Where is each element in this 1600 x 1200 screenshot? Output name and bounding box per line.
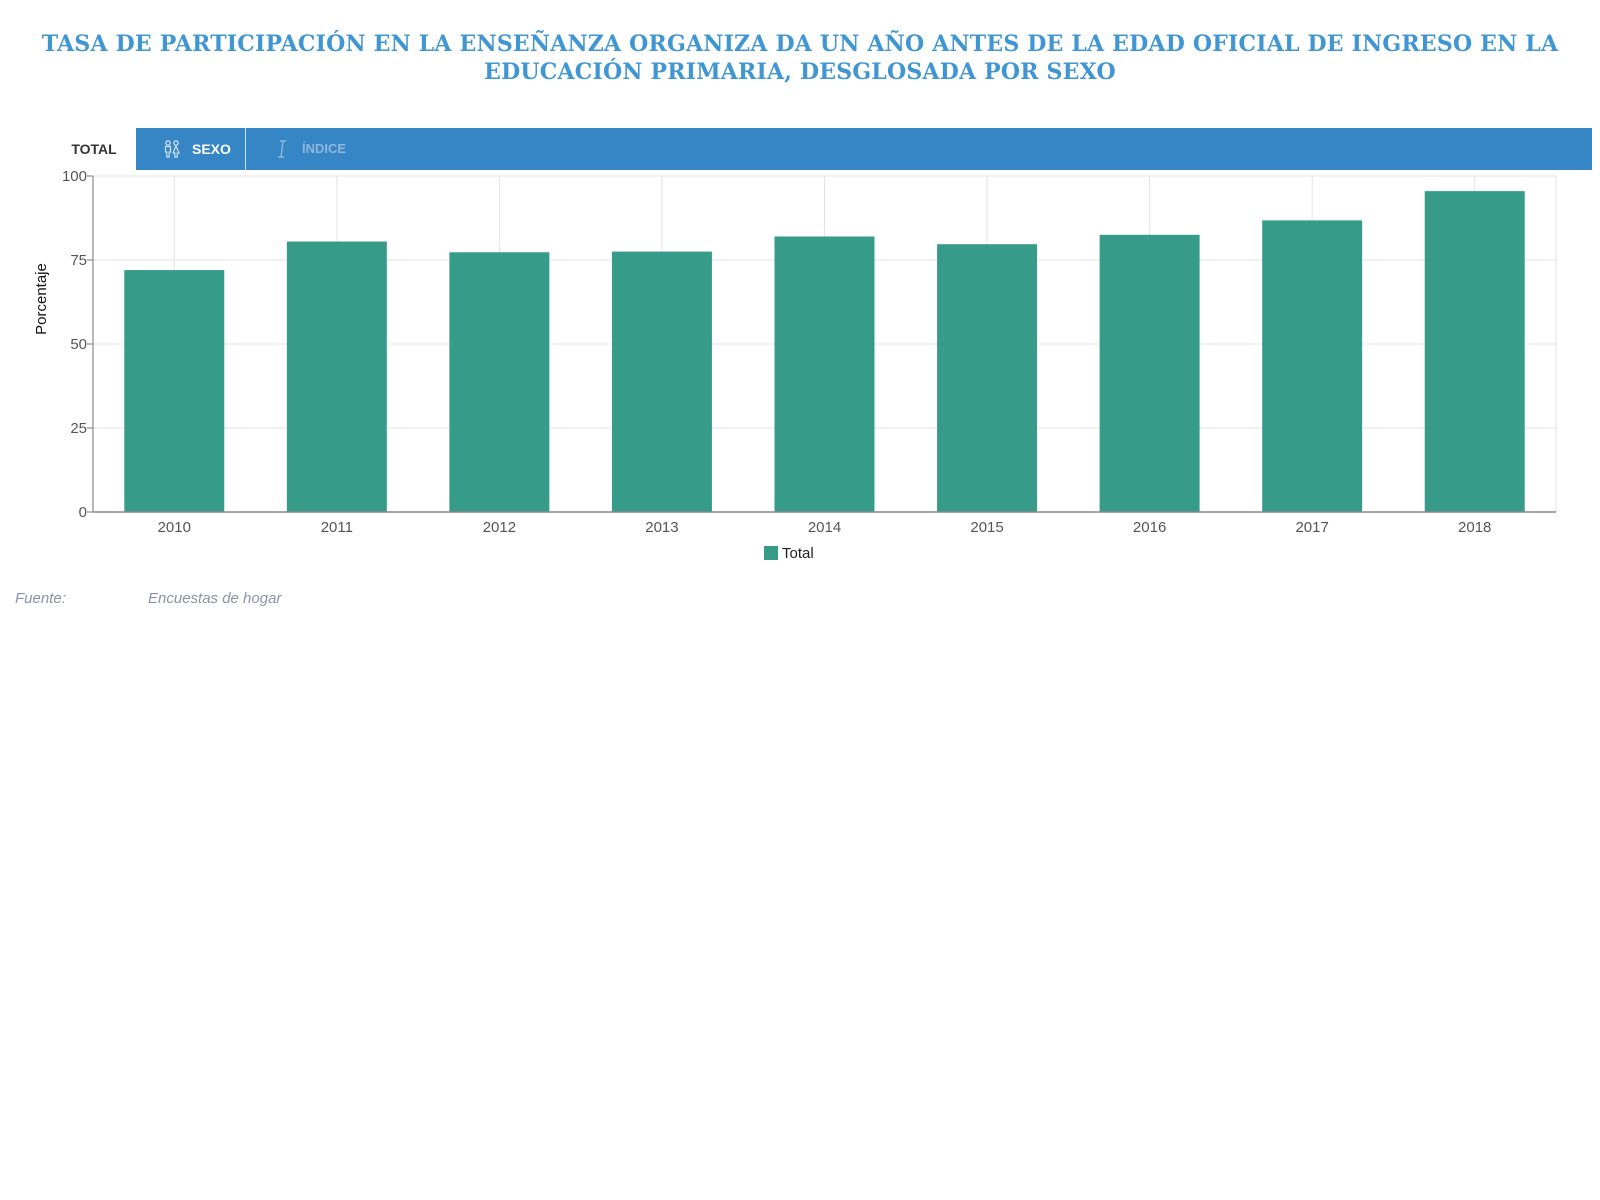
source-value: Encuestas de hogar (148, 590, 282, 607)
bar-2014 (774, 236, 875, 512)
bar-2017 (1262, 220, 1363, 513)
chart-title: TASA DE PARTICIPACIÓN EN LA ENSEÑANZA OR… (41, 31, 1559, 85)
tab-total[interactable]: TOTAL (52, 128, 136, 170)
y-tick-label: 25 (70, 420, 87, 437)
bars (124, 191, 1525, 513)
x-tick-label: 2011 (321, 519, 353, 536)
x-tick-label: 2013 (645, 519, 678, 536)
x-tick-label: 2017 (1295, 519, 1328, 536)
chart-legend[interactable]: Total (764, 545, 814, 565)
y-tick-label: 75 (70, 252, 87, 269)
bar-2011 (286, 241, 387, 512)
source-label: Fuente: (15, 590, 66, 607)
y-axis-label: Porcentaje (33, 263, 50, 335)
x-tick-label: 2015 (970, 519, 1003, 536)
legend-label-total: Total (782, 545, 814, 562)
bar-2012 (449, 252, 550, 512)
y-tick-label: 0 (79, 504, 87, 521)
axes: 0 25 50 75 100 2010 2011 2012 2013 2014 2015 2016 20… (62, 170, 1556, 536)
tab-sexo[interactable]: SEXO (136, 128, 246, 170)
index-icon (278, 140, 286, 158)
tab-indice-label: ÍNDICE (302, 141, 347, 156)
bar-2015 (937, 244, 1038, 512)
x-tick-label: 2018 (1458, 519, 1491, 536)
bar-2016 (1099, 234, 1200, 513)
source-note: Fuente: Encuestas de hogar (15, 590, 281, 607)
bar-2010 (124, 270, 225, 512)
gender-icon (164, 140, 180, 158)
x-tick-label: 2012 (483, 519, 516, 536)
x-tick-label: 2010 (158, 519, 191, 536)
bar-2013 (611, 251, 712, 512)
y-tick-label: 100 (62, 170, 87, 185)
y-tick-label: 50 (70, 336, 87, 353)
bar-2018 (1424, 191, 1525, 512)
tab-sexo-label: SEXO (192, 141, 231, 157)
bar-chart: 0 25 50 75 100 2010 2011 2012 2013 2014 2015 2016 20… (33, 170, 1557, 536)
tab-indice[interactable]: ÍNDICE (246, 128, 386, 170)
x-tick-label: 2014 (808, 519, 841, 536)
view-tabbar: TOTAL SEXO ÍNDICE (52, 128, 1592, 170)
legend-swatch-total (764, 546, 778, 560)
x-tick-label: 2016 (1133, 519, 1166, 536)
tab-strip: SEXO ÍNDICE (136, 128, 1592, 170)
